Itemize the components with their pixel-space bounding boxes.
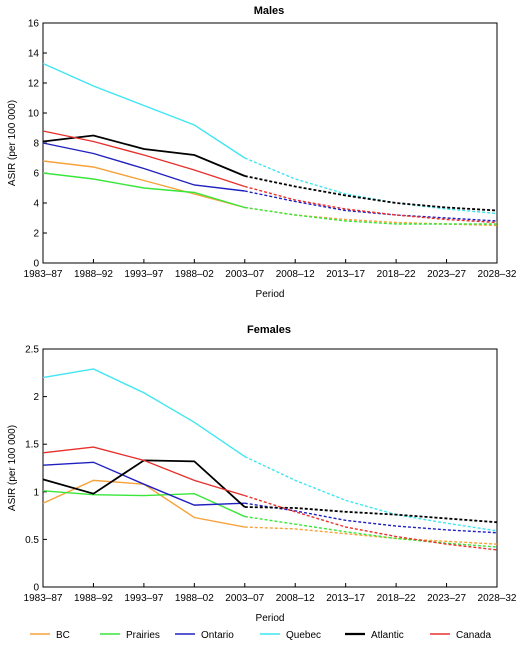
- males-atlantic-line-observed: [42, 134, 246, 177]
- males-canada-line-projected: [244, 185, 498, 224]
- males-y-axis-label: ASIR (per 100 000): [7, 100, 18, 186]
- males-y-tick-label: 2: [33, 229, 39, 240]
- males-x-tick-label: 2023–27: [427, 269, 466, 280]
- females-y-ticks: 0 0.5 1 1.5 2 2.5: [25, 345, 47, 594]
- males-y-tick-label: 14: [28, 49, 40, 60]
- females-canada-line-projected: [244, 494, 498, 551]
- males-x-tick-label: 1988–02: [175, 269, 214, 280]
- males-x-tick-label: 1983–87: [24, 269, 63, 280]
- males-y-tick-label: 0: [33, 259, 39, 270]
- females-y-tick-label: 2: [33, 392, 39, 403]
- males-ontario-line-projected: [244, 190, 498, 222]
- females-quebec-line-observed: [42, 368, 246, 458]
- males-prairies-line-projected: [244, 206, 497, 225]
- males-x-tick-label: 2013–17: [326, 269, 365, 280]
- females-y-tick-label: 0.5: [25, 535, 39, 546]
- males-x-tick-label: 1993–97: [124, 269, 163, 280]
- females-x-tick-label: 1988–92: [74, 593, 113, 604]
- legend-label-bc: BC: [56, 630, 70, 641]
- females-x-axis-label: Period: [256, 613, 285, 624]
- males-x-tick-label: 2003–07: [225, 269, 264, 280]
- legend: BC Prairies Ontario Quebec Atlantic Canada: [30, 630, 491, 641]
- females-x-tick-label: 1993–97: [124, 593, 163, 604]
- males-prairies-line-observed: [42, 172, 245, 209]
- females-series-lines: [42, 368, 498, 551]
- females-y-tick-label: 1.5: [25, 440, 39, 451]
- females-plot-area: [42, 348, 498, 588]
- legend-label-atlantic: Atlantic: [371, 630, 404, 641]
- females-x-tick-label: 2008–12: [276, 593, 315, 604]
- males-chart: Males 0 2 4 6 8 10 12 14 16 1983–87 1988–92 1993–9…: [7, 5, 517, 300]
- females-x-tick-label: 1983–87: [24, 593, 63, 604]
- males-plot-area: [42, 22, 498, 264]
- males-y-tick-label: 6: [33, 169, 39, 180]
- males-y-ticks: 0 2 4 6 8 10 12 14 16: [28, 19, 47, 270]
- legend-label-quebec: Quebec: [286, 630, 321, 641]
- males-chart-title: Males: [254, 5, 285, 17]
- females-bc-line-projected: [244, 526, 498, 545]
- males-y-tick-label: 8: [33, 139, 39, 150]
- males-quebec-line-observed: [42, 62, 246, 159]
- males-x-tick-label: 2008–12: [276, 269, 315, 280]
- males-bc-line-observed: [42, 160, 245, 209]
- females-quebec-line-projected: [244, 455, 498, 532]
- males-x-tick-label: 2018–22: [377, 269, 416, 280]
- males-y-tick-label: 4: [33, 199, 39, 210]
- females-atlantic-line-projected: [244, 506, 498, 524]
- males-x-tick-label: 1988–92: [74, 269, 113, 280]
- females-y-tick-label: 2.5: [25, 345, 39, 356]
- females-x-tick-label: 2023–27: [427, 593, 466, 604]
- legend-label-ontario: Ontario: [201, 630, 234, 641]
- females-y-axis-label: ASIR (per 100 000): [7, 425, 18, 511]
- females-y-tick-label: 1: [33, 487, 39, 498]
- females-x-tick-label: 2018–22: [377, 593, 416, 604]
- males-quebec-line-projected: [244, 157, 498, 215]
- legend-label-canada: Canada: [456, 630, 491, 641]
- females-x-tick-label: 2003–07: [225, 593, 264, 604]
- females-x-tick-label: 1988–02: [175, 593, 214, 604]
- legend-label-prairies: Prairies: [126, 630, 160, 641]
- females-canada-line-observed: [42, 446, 245, 497]
- males-series-lines: [42, 62, 498, 227]
- males-ontario-line-observed: [42, 142, 245, 192]
- males-y-tick-label: 12: [28, 79, 40, 90]
- females-x-tick-label: 2028–32: [478, 593, 517, 604]
- females-x-ticks: 1983–87 1988–92 1993–97 1988–02 2003–07 2008–…: [24, 583, 517, 604]
- males-canada-line-observed: [42, 130, 245, 188]
- males-atlantic-line-projected: [244, 175, 498, 212]
- males-y-tick-label: 10: [28, 109, 40, 120]
- females-ontario-line-projected: [244, 502, 498, 534]
- males-x-ticks: 1983–87 1988–92 1993–97 1988–02 2003–07 2008–…: [24, 259, 517, 280]
- males-x-axis-label: Period: [256, 289, 285, 300]
- males-x-tick-label: 2028–32: [478, 269, 517, 280]
- females-prairies-line-observed: [42, 490, 246, 518]
- females-chart-title: Females: [247, 324, 291, 336]
- males-y-tick-label: 16: [28, 19, 40, 30]
- females-ontario-line-observed: [42, 461, 245, 506]
- females-y-tick-label: 0: [33, 583, 39, 594]
- females-chart: Females 0 0.5 1 1.5 2 2.5 1983–87 1988–92 1993–…: [7, 324, 517, 624]
- females-prairies-line-projected: [244, 515, 498, 548]
- females-x-tick-label: 2013–17: [326, 593, 365, 604]
